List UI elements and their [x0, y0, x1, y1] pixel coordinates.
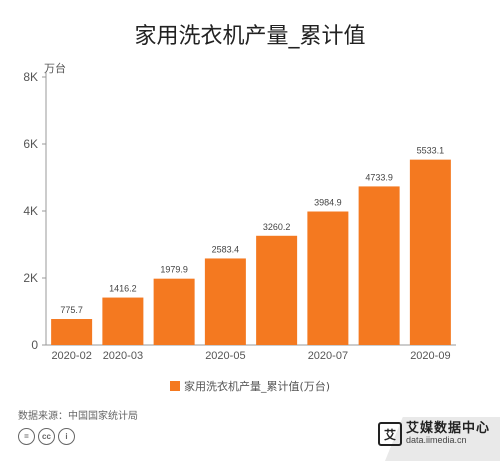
y-tick-label: 8K — [23, 70, 38, 84]
bar — [358, 186, 400, 345]
bar — [307, 211, 349, 345]
brand-name: 艾媒数据中心 — [405, 421, 490, 437]
bar-value-label: 2583.4 — [212, 244, 240, 254]
y-tick-label: 0 — [31, 338, 38, 352]
bar-value-label: 5533.1 — [417, 146, 445, 156]
cc-by-icon: i — [58, 428, 75, 445]
bar-value-label: 775.7 — [60, 305, 83, 315]
x-tick-label: 2020-05 — [205, 350, 245, 362]
y-tick-label: 2K — [23, 271, 38, 285]
legend-swatch — [169, 381, 180, 391]
cc-equal-icon: = — [18, 428, 35, 445]
bar — [204, 258, 246, 345]
y-unit-label: 万台 — [44, 61, 66, 75]
bar-value-label: 3260.2 — [263, 222, 291, 232]
bar-value-label: 1416.2 — [109, 284, 137, 294]
bar — [256, 235, 298, 345]
bar — [409, 159, 451, 345]
x-tick-label: 2020-02 — [51, 350, 91, 362]
x-tick-label: 2020-07 — [308, 350, 348, 362]
cc-icon: cc — [38, 428, 55, 445]
bar-value-label: 4733.9 — [365, 172, 393, 182]
bar — [153, 278, 195, 345]
bar — [51, 319, 93, 345]
brand-url: data.iimedia.cn — [405, 435, 467, 446]
x-tick-label: 2020-09 — [410, 350, 450, 362]
chart-title: 家用洗衣机产量_累计值 — [134, 24, 366, 49]
bar-value-label: 3984.9 — [314, 198, 342, 208]
bar — [102, 297, 144, 345]
bar-chart: 万台 0 2K 4K 6K 8K 775.7 2020-02 1416.2 2020-03 1979… — [23, 61, 456, 362]
legend-label: 家用洗衣机产量_累计值(万台) — [183, 380, 331, 393]
x-tick-label: 2020-03 — [103, 350, 143, 362]
brand-mark-icon: 艾 — [377, 422, 402, 446]
y-tick-label: 6K — [23, 137, 38, 151]
legend: 家用洗衣机产量_累计值(万台) — [0, 378, 500, 394]
brand-logo: 艾 艾媒数据中心 data.iimedia.cn — [377, 421, 490, 446]
y-tick-label: 4K — [23, 204, 38, 218]
source-note: 数据来源：中国国家统计局 — [18, 411, 138, 422]
license-icons: = cc i — [18, 428, 75, 445]
bar-value-label: 1979.9 — [160, 265, 188, 275]
